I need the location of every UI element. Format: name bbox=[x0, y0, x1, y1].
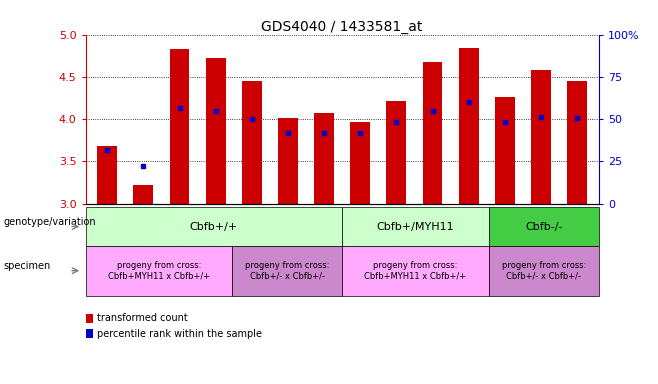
Text: transformed count: transformed count bbox=[97, 313, 188, 323]
Text: progeny from cross:
Cbfb+MYH11 x Cbfb+/+: progeny from cross: Cbfb+MYH11 x Cbfb+/+ bbox=[108, 261, 210, 280]
Bar bbox=[86, 314, 93, 323]
Bar bbox=[342, 207, 489, 246]
Bar bbox=[278, 118, 298, 204]
Bar bbox=[86, 246, 232, 296]
Text: progeny from cross:
Cbfb+MYH11 x Cbfb+/+: progeny from cross: Cbfb+MYH11 x Cbfb+/+ bbox=[365, 261, 467, 280]
Bar bbox=[170, 49, 190, 204]
Bar bbox=[134, 185, 153, 204]
Bar bbox=[459, 48, 478, 204]
Title: GDS4040 / 1433581_at: GDS4040 / 1433581_at bbox=[261, 20, 423, 33]
Text: percentile rank within the sample: percentile rank within the sample bbox=[97, 329, 262, 339]
Text: genotype/variation: genotype/variation bbox=[3, 217, 96, 227]
Bar bbox=[97, 146, 117, 204]
Bar bbox=[86, 329, 93, 338]
Bar bbox=[314, 113, 334, 204]
Bar bbox=[386, 101, 407, 204]
Bar bbox=[242, 81, 262, 204]
Bar bbox=[350, 122, 370, 204]
Bar bbox=[531, 70, 551, 204]
Bar bbox=[489, 246, 599, 296]
Bar bbox=[495, 97, 515, 204]
Text: specimen: specimen bbox=[3, 261, 51, 271]
Bar bbox=[567, 81, 587, 204]
Bar bbox=[489, 207, 599, 246]
Text: progeny from cross:
Cbfb+/- x Cbfb+/-: progeny from cross: Cbfb+/- x Cbfb+/- bbox=[501, 261, 586, 280]
Bar bbox=[232, 246, 342, 296]
Text: progeny from cross:
Cbfb+/- x Cbfb+/-: progeny from cross: Cbfb+/- x Cbfb+/- bbox=[245, 261, 330, 280]
Bar bbox=[86, 207, 342, 246]
Text: Cbfb+/MYH11: Cbfb+/MYH11 bbox=[376, 222, 454, 232]
Bar bbox=[342, 246, 489, 296]
Bar bbox=[206, 58, 226, 204]
Bar bbox=[422, 61, 442, 204]
Text: Cbfb+/+: Cbfb+/+ bbox=[190, 222, 238, 232]
Text: Cbfb-/-: Cbfb-/- bbox=[525, 222, 563, 232]
